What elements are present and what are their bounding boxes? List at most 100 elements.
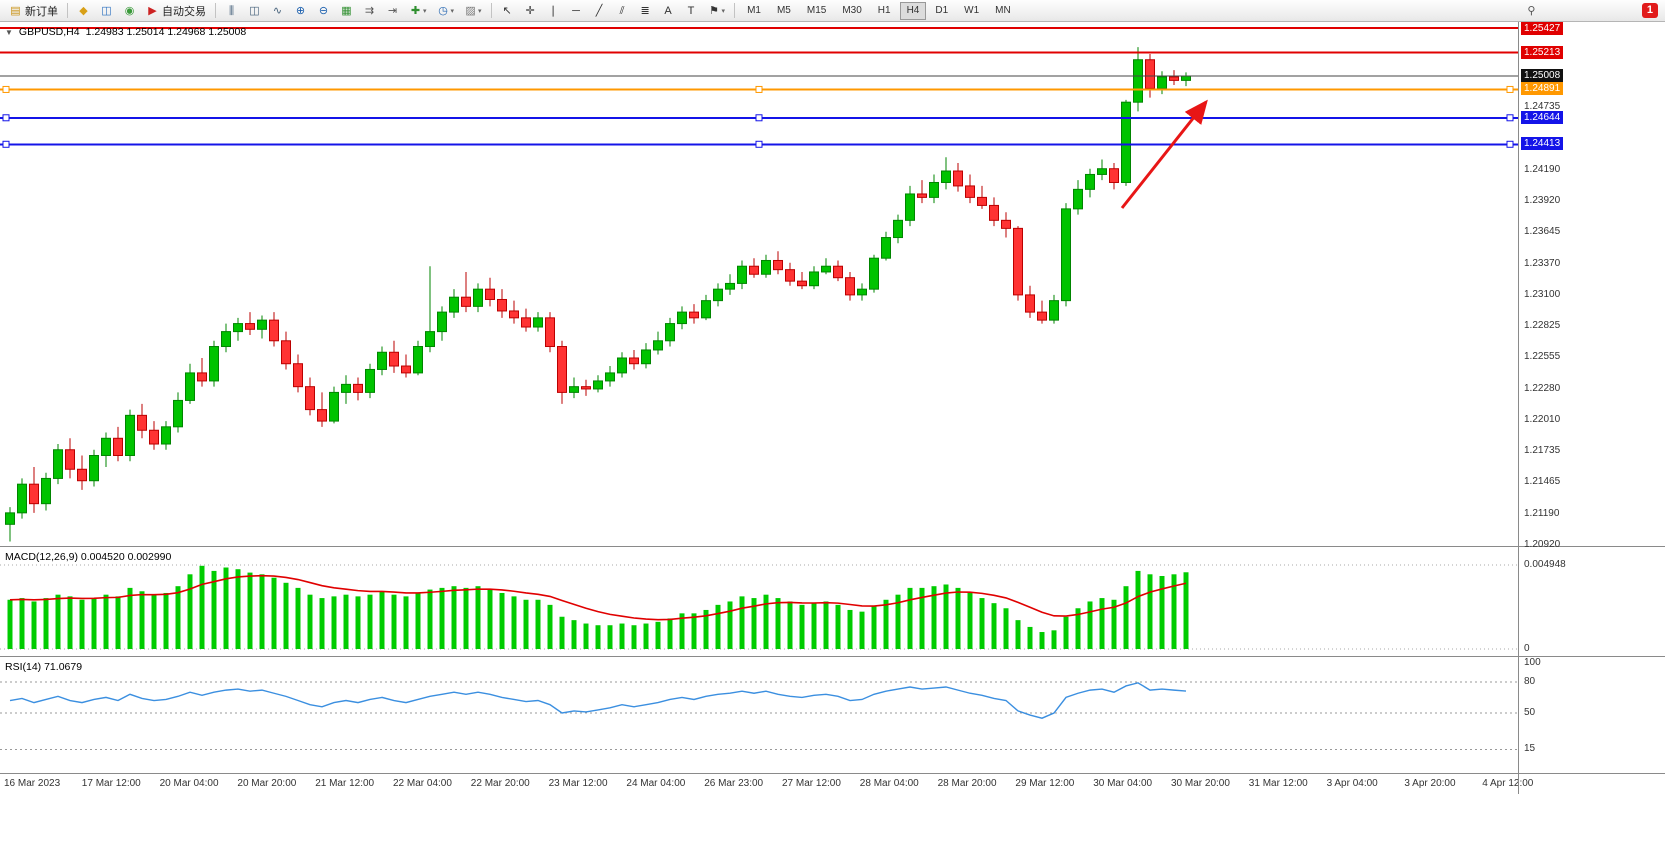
- time-axis-label: 3 Apr 04:00: [1326, 778, 1378, 789]
- timeframe-h1-button[interactable]: H1: [871, 2, 898, 20]
- vertical-line-icon: ❘: [548, 4, 558, 17]
- timeframe-m1-button[interactable]: M1: [740, 2, 768, 20]
- cursor-button[interactable]: ↖: [497, 2, 518, 20]
- zoom-out-icon: ⊖: [318, 4, 329, 17]
- time-axis-label: 28 Mar 20:00: [937, 778, 997, 789]
- candlestick-chart-button[interactable]: ◫: [244, 2, 265, 20]
- text-button[interactable]: A: [658, 2, 679, 20]
- arrows-caret-icon: ▾: [721, 7, 726, 15]
- text-label-button[interactable]: T: [681, 2, 702, 20]
- timeframe-m15-button[interactable]: M15: [800, 2, 833, 20]
- equidistant-channel-icon: ⫽: [619, 4, 625, 17]
- chart-header: ▼ GBPUSD,H4 1.24983 1.25014 1.24968 1.25…: [5, 26, 246, 38]
- time-axis-label: 27 Mar 12:00: [782, 778, 841, 789]
- chart-shift-button[interactable]: ⇥: [382, 2, 403, 20]
- timeframe-d1-button[interactable]: D1: [928, 2, 955, 20]
- price-tick-label: 1.20920: [1524, 538, 1561, 550]
- equidistant-channel-button[interactable]: ⫽: [612, 2, 633, 20]
- level-price-label: 1.25213: [1521, 45, 1564, 59]
- metaeditor-button[interactable]: ◆: [73, 2, 94, 20]
- line-chart-icon: ∿: [272, 4, 283, 17]
- rsi-scale-label: 100: [1524, 657, 1541, 668]
- bar-chart-button[interactable]: ⫼: [221, 2, 242, 20]
- tile-windows-button[interactable]: ▦: [336, 2, 357, 20]
- new-order-icon: ▤: [10, 4, 21, 17]
- time-axis-label: 16 Mar 2023: [4, 778, 61, 789]
- chart-ohlc-values: 1.24983 1.25014 1.24968 1.25008: [85, 26, 247, 38]
- price-tick-label: 1.21190: [1524, 507, 1560, 519]
- price-axis[interactable]: 1.24735 1.24190 1.23920 1.23645 1.23370 1.231…: [1518, 22, 1614, 550]
- toolbar-separator: [734, 3, 736, 18]
- periods-icon: ◷: [438, 4, 448, 17]
- zoom-in-button[interactable]: ⊕: [290, 2, 311, 20]
- price-tick-label: 1.22280: [1524, 382, 1561, 394]
- time-axis-label: 23 Mar 12:00: [548, 778, 608, 789]
- chart-symbol-title: GBPUSD,H4: [18, 26, 80, 38]
- tile-windows-icon: ▦: [341, 4, 352, 17]
- fibonacci-button[interactable]: ≣: [635, 2, 656, 20]
- macd-scale-label: 0: [1524, 643, 1530, 654]
- trendline-button[interactable]: ╱: [589, 2, 610, 20]
- macd-header: MACD(12,26,9) 0.004520 0.002990: [5, 551, 171, 563]
- macd-scale-label: 0.004948: [1524, 559, 1566, 570]
- rsi-axis[interactable]: 100 80 50 15: [1518, 657, 1614, 773]
- macd-canvas[interactable]: [0, 547, 1518, 656]
- templates-button[interactable]: ▨ ▾: [460, 2, 486, 20]
- time-axis-label: 28 Mar 04:00: [859, 778, 919, 789]
- bottom-margin: [0, 794, 1665, 842]
- timeframe-w1-button[interactable]: W1: [957, 2, 986, 20]
- bar-chart-icon: ⫼: [228, 4, 235, 17]
- fibonacci-icon: ≣: [640, 4, 650, 17]
- navigator-button[interactable]: ◉: [119, 2, 140, 20]
- cursor-icon: ↖: [502, 4, 512, 17]
- arrows-button[interactable]: ⚑ ▾: [704, 2, 730, 20]
- timeframe-m30-button[interactable]: M30: [835, 2, 868, 20]
- price-chart-canvas[interactable]: [0, 22, 1518, 546]
- horizontal-line-button[interactable]: ─: [566, 2, 587, 20]
- rsi-scale-label: 80: [1524, 675, 1536, 687]
- rsi-indicator-pane: RSI(14) 71.0679 100 80 50 15: [0, 656, 1665, 773]
- indicators-caret-icon: ▾: [423, 7, 427, 15]
- vertical-line-button[interactable]: ❘: [543, 2, 564, 20]
- main-toolbar: ▤ 新订单 ◆ ◫ ◉ ▶ 自动交易 ⫼ ◫ ∿ ⊕ ⊖ ▦ ⇉ ⇥ ✚ ▾ ◷ ▾ ▨ ▾ ↖ ✛ ❘ ─ ╱ ⫽ ≣ A T ⚑ ▾ M1 M…: [0, 0, 1665, 22]
- market-watch-button[interactable]: ◫: [96, 2, 117, 20]
- rsi-label: RSI(14) 71.0679: [5, 661, 83, 673]
- time-axis-label: 22 Mar 04:00: [393, 778, 452, 789]
- price-tick-label: 1.22825: [1524, 320, 1561, 332]
- navigator-icon: ◉: [124, 4, 135, 17]
- price-tick-label: 1.22555: [1524, 351, 1561, 363]
- price-tick-label: 1.21465: [1524, 476, 1561, 488]
- crosshair-button[interactable]: ✛: [520, 2, 541, 20]
- search-icon[interactable]: ⚲: [1527, 4, 1536, 17]
- auto-scroll-button[interactable]: ⇉: [359, 2, 380, 20]
- crosshair-icon: ✛: [525, 4, 535, 17]
- time-axis-label: 22 Mar 20:00: [470, 778, 530, 789]
- notification-badge[interactable]: 1: [1641, 3, 1658, 18]
- time-axis-label: 21 Mar 12:00: [315, 778, 375, 789]
- timeframe-m5-button[interactable]: M5: [770, 2, 798, 20]
- timeframe-mn-button[interactable]: MN: [988, 2, 1018, 20]
- text-label-icon: T: [687, 4, 695, 17]
- templates-caret-icon: ▾: [478, 7, 482, 15]
- macd-axis[interactable]: 0.004948 0: [1518, 547, 1614, 656]
- auto-trading-icon: ▶: [148, 4, 157, 17]
- auto-trading-button[interactable]: ▶ 自动交易: [142, 2, 210, 20]
- toolbar-separator: [490, 3, 492, 18]
- time-axis-label: 20 Mar 20:00: [237, 778, 297, 789]
- zoom-out-button[interactable]: ⊖: [313, 2, 334, 20]
- periods-button[interactable]: ◷ ▾: [433, 2, 459, 20]
- timeframe-h4-button[interactable]: H4: [899, 1, 927, 20]
- line-chart-button[interactable]: ∿: [267, 2, 288, 20]
- rsi-canvas[interactable]: [0, 657, 1518, 773]
- level-price-label: 1.24644: [1521, 110, 1564, 124]
- market-watch-icon: ◫: [101, 4, 112, 17]
- price-tick-label: 1.23645: [1524, 226, 1561, 238]
- price-tick-label: 1.23370: [1524, 257, 1561, 269]
- indicators-button[interactable]: ✚ ▾: [405, 2, 431, 20]
- collapse-triangle-icon[interactable]: ▼: [5, 27, 13, 37]
- new-order-button[interactable]: ▤ 新订单: [5, 2, 62, 20]
- text-icon: A: [664, 4, 672, 17]
- toolbar-separator: [67, 3, 68, 18]
- time-axis[interactable]: 16 Mar 2023 17 Mar 12:00 20 Mar 04:00 20 Ma…: [0, 773, 1665, 794]
- time-axis-label: 31 Mar 12:00: [1248, 778, 1308, 789]
